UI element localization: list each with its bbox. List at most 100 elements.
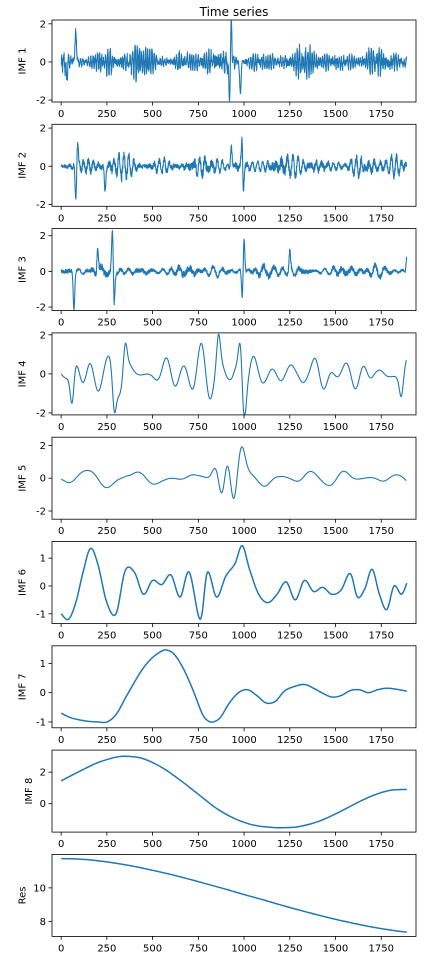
x-tick-label: 1250 [277, 213, 302, 224]
x-tick-label: 1500 [323, 318, 348, 329]
x-tick-label: 1500 [323, 735, 348, 746]
y-tick-label: 0 [40, 57, 46, 68]
x-tick-label: 1000 [231, 631, 256, 642]
x-tick-label: 500 [143, 318, 162, 329]
x-tick-label: 0 [58, 526, 64, 537]
y-tick-label: 0 [40, 474, 46, 485]
x-tick-label: 0 [58, 735, 64, 746]
x-tick-label: 250 [97, 631, 116, 642]
y-tick-label: -2 [36, 96, 46, 107]
y-tick-label: -1 [36, 717, 46, 728]
y-tick-label: 0 [40, 799, 46, 810]
x-tick-label: 1500 [323, 943, 348, 954]
y-axis-label: IMF 4 [18, 360, 29, 387]
x-tick-label: 500 [143, 422, 162, 433]
series-line [61, 857, 407, 933]
x-tick-label: 0 [58, 422, 64, 433]
subplot-1: Time series 0 250 500 750 1000 1250 1500 1750 -2 0… [18, 5, 417, 120]
x-tick-label: 500 [143, 213, 162, 224]
x-tick-label: 1750 [369, 839, 394, 850]
subplot-6: 0 250 500 750 1000 1250 1500 1750 -1 0 1 IMF 6 [18, 541, 417, 642]
x-tick-label: 1750 [369, 631, 394, 642]
x-tick-label: 500 [143, 735, 162, 746]
x-tick-label: 1250 [277, 943, 302, 954]
y-tick-label: 2 [40, 441, 46, 452]
x-tick-label: 500 [143, 526, 162, 537]
x-tick-label: 250 [97, 318, 116, 329]
subplot-9: 0 250 500 750 1000 1250 1500 1750 8 10 Res [18, 854, 417, 954]
x-tick-label: 500 [143, 943, 162, 954]
series-line [60, 229, 408, 311]
x-tick-label: 750 [189, 213, 208, 224]
x-tick-label: 250 [97, 213, 116, 224]
x-tick-label: 0 [58, 109, 64, 120]
x-tick-label: 750 [189, 422, 208, 433]
y-axis-label: IMF 6 [18, 569, 29, 596]
y-tick-label: 2 [40, 124, 46, 135]
x-tick-label: 0 [58, 213, 64, 224]
y-tick-label: 10 [33, 883, 46, 894]
x-tick-label: 750 [189, 318, 208, 329]
x-tick-label: 1750 [369, 109, 394, 120]
x-tick-label: 1250 [277, 318, 302, 329]
chart-title: Time series [199, 5, 269, 19]
x-tick-label: 0 [58, 318, 64, 329]
x-tick-label: 1000 [231, 318, 256, 329]
series-line [60, 544, 408, 621]
x-tick-label: 1250 [277, 422, 302, 433]
axes-frame [51, 541, 417, 624]
x-tick-label: 750 [189, 839, 208, 850]
x-tick-label: 0 [58, 631, 64, 642]
y-axis-label: IMF 3 [18, 256, 29, 283]
y-axis-label: IMF 2 [18, 152, 29, 179]
y-tick-label: 2 [40, 330, 46, 341]
x-tick-label: 250 [97, 839, 116, 850]
x-tick-label: 1000 [231, 526, 256, 537]
x-tick-label: 250 [97, 422, 116, 433]
x-tick-label: 750 [189, 943, 208, 954]
x-tick-label: 1750 [369, 422, 394, 433]
series-line [60, 755, 407, 829]
axes-frame [51, 228, 417, 312]
x-tick-label: 1500 [323, 839, 348, 850]
x-tick-label: 1750 [369, 943, 394, 954]
y-tick-label: -2 [36, 303, 46, 314]
y-tick-label: -2 [36, 507, 46, 518]
x-tick-label: 1750 [369, 526, 394, 537]
y-axis-label: IMF 7 [18, 673, 29, 700]
x-tick-label: 0 [58, 839, 64, 850]
series-line [60, 446, 407, 499]
subplot-7: 0 250 500 750 1000 1250 1500 1750 -1 0 1 IMF 7 [18, 645, 417, 746]
y-tick-label: 2 [40, 19, 46, 30]
series-line [60, 136, 408, 200]
y-tick-label: 0 [40, 581, 46, 592]
axes-frame [51, 645, 417, 729]
subplot-3: 0 250 500 750 1000 1250 1500 1750 -2 0 2 IMF 3 [18, 228, 417, 329]
x-tick-label: 1000 [231, 839, 256, 850]
series-line [60, 20, 408, 102]
x-tick-label: 500 [143, 631, 162, 642]
x-tick-label: 1500 [323, 526, 348, 537]
x-tick-label: 500 [143, 839, 162, 850]
x-tick-label: 1500 [323, 213, 348, 224]
y-tick-label: 0 [40, 162, 46, 173]
y-axis-label: IMF 1 [18, 48, 29, 75]
y-tick-label: 2 [40, 231, 46, 242]
y-tick-label: 0 [40, 267, 46, 278]
y-tick-label: -1 [36, 609, 46, 620]
x-tick-label: 1000 [231, 109, 256, 120]
x-tick-label: 1500 [323, 422, 348, 433]
subplot-4: 0 250 500 750 1000 1250 1500 1750 -2 0 2 IMF 4 [18, 330, 417, 433]
x-tick-label: 750 [189, 631, 208, 642]
y-tick-label: -2 [36, 200, 46, 211]
subplot-5: 0 250 500 750 1000 1250 1500 1750 -2 0 2 IMF 5 [18, 436, 417, 537]
y-tick-label: 8 [40, 917, 46, 928]
x-tick-label: 1250 [277, 839, 302, 850]
x-tick-label: 250 [97, 943, 116, 954]
x-tick-label: 1000 [231, 943, 256, 954]
x-tick-label: 1250 [277, 109, 302, 120]
x-tick-label: 0 [58, 943, 64, 954]
x-tick-label: 750 [189, 109, 208, 120]
x-tick-label: 1250 [277, 631, 302, 642]
